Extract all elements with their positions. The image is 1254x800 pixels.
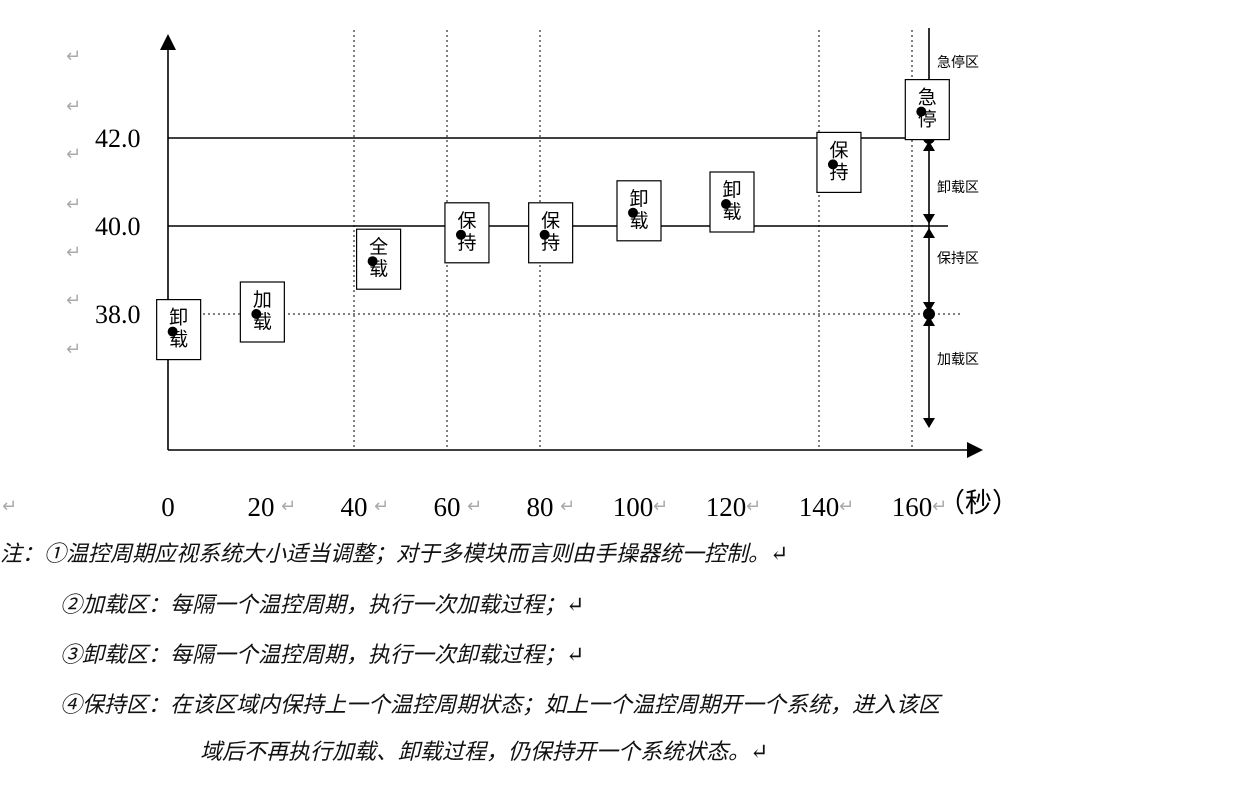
y-tick-label: 38.0 (95, 300, 141, 329)
data-point-group: 保持 (528, 202, 574, 264)
return-mark: ↵ (281, 496, 296, 517)
note-line-4: ④保持区：在该区域内保持上一个温控周期状态；如上一个温控周期开一个系统，进入该区 (60, 693, 941, 718)
return-mark: ↵ (2, 496, 17, 517)
return-mark: ↵ (839, 496, 854, 517)
return-mark: ↵ (66, 96, 81, 117)
zone-arrowhead (923, 418, 935, 428)
data-point (721, 199, 731, 209)
note-line-2: ②加载区：每隔一个温控周期，执行一次加载过程；↵ (60, 593, 585, 618)
x-tick-label: 140 (799, 492, 840, 522)
x-tick-label: 80 (527, 492, 554, 522)
zone-label: 保持区 (937, 251, 979, 267)
point-label-text: 急 (918, 87, 937, 109)
zone-label: 加载区 (937, 352, 979, 368)
data-point-group: 保持 (816, 131, 862, 193)
x-tick-label: 60 (434, 492, 461, 522)
point-label-box (616, 180, 662, 242)
data-point (167, 326, 178, 337)
point-label-text: 保 (541, 210, 560, 232)
zone-arrowhead (923, 316, 935, 326)
axes (160, 34, 983, 458)
data-point (251, 309, 262, 319)
data-point-group: 卸载 (156, 299, 202, 361)
zone-boundary-dot (923, 308, 935, 320)
point-label-text: 加 (253, 289, 272, 311)
point-label-box (156, 299, 202, 361)
point-label-text: 卸 (169, 307, 188, 329)
data-point (916, 106, 927, 117)
zone-arrowhead (923, 141, 935, 151)
data-point (628, 207, 638, 218)
temperature-control-chart: 0 20 40 60 80 100 120 140 160 （秒） 38.0 40.0 42.0 急停… (2, 28, 1019, 522)
point-label-box (444, 202, 490, 264)
data-point-group: 卸载 (709, 171, 755, 233)
note-line-5: 域后不再执行加载、卸载过程，仍保持开一个系统状态。↵ (200, 740, 769, 765)
point-label-box (816, 131, 862, 193)
return-mark: ↵ (374, 496, 389, 517)
data-point (827, 159, 838, 170)
zone-label: 卸载区 (937, 180, 979, 196)
return-mark: ↵ (66, 339, 81, 360)
point-label-box (239, 281, 285, 343)
x-tick-label: 160 (892, 492, 933, 522)
point-label-text: 保 (829, 139, 848, 161)
point-label-text: 卸 (722, 179, 741, 201)
return-mark: ↵ (653, 496, 668, 517)
x-tick-label: 0 (161, 492, 175, 522)
x-tick-label: 40 (341, 492, 368, 522)
data-point-group: 加载 (239, 281, 285, 343)
point-label-text: 保 (457, 210, 476, 232)
return-mark: ↵ (560, 496, 575, 517)
point-label-text: 卸 (629, 188, 648, 210)
zone-arrowhead (923, 302, 935, 312)
zone-label: 急停区 (937, 54, 979, 71)
x-tick-label: 100 (613, 492, 654, 522)
point-label-box (904, 78, 950, 141)
return-mark: ↵ (467, 496, 482, 517)
return-mark: ↵ (66, 194, 81, 215)
y-tick-label: 40.0 (95, 212, 141, 241)
zone-arrowhead (923, 214, 935, 224)
y-tick-label: 42.0 (95, 124, 141, 153)
data-point-group: 全载 (356, 228, 402, 290)
data-point (455, 229, 466, 240)
return-mark: ↵ (932, 496, 947, 517)
x-tick-labels: 0 20 40 60 80 100 120 140 160 （秒） (161, 488, 1019, 522)
return-mark: ↵ (66, 144, 81, 165)
return-mark: ↵ (66, 242, 81, 263)
point-label-box (709, 171, 755, 233)
return-mark: ↵ (66, 290, 81, 311)
data-point-group: 保持 (444, 202, 490, 264)
return-mark: ↵ (66, 46, 81, 67)
paragraph-marks: ↵ ↵ ↵ ↵ ↵ ↵ ↵ ↵ ↵ ↵ ↵ ↵ ↵ ↵ ↵ ↵ (2, 46, 947, 517)
point-label-box (528, 202, 574, 264)
data-point (539, 229, 550, 240)
return-mark: ↵ (746, 496, 761, 517)
x-unit-label: （秒） (938, 488, 1019, 518)
point-label-box (356, 228, 402, 290)
x-tick-label: 20 (248, 492, 275, 522)
note-line-3: ③卸载区：每隔一个温控周期，执行一次卸载过程；↵ (60, 643, 585, 668)
data-point-group: 急停 (904, 78, 950, 141)
y-tick-labels: 38.0 40.0 42.0 (95, 124, 141, 329)
point-label-text: 全 (369, 236, 388, 258)
zone-arrowhead (923, 228, 935, 238)
data-point (367, 256, 378, 267)
x-tick-label: 120 (706, 492, 747, 522)
note-line-1: 注：①温控周期应视系统大小适当调整；对于多模块而言则由手操器统一控制。↵ (0, 542, 789, 567)
data-point-group: 卸载 (616, 180, 662, 242)
